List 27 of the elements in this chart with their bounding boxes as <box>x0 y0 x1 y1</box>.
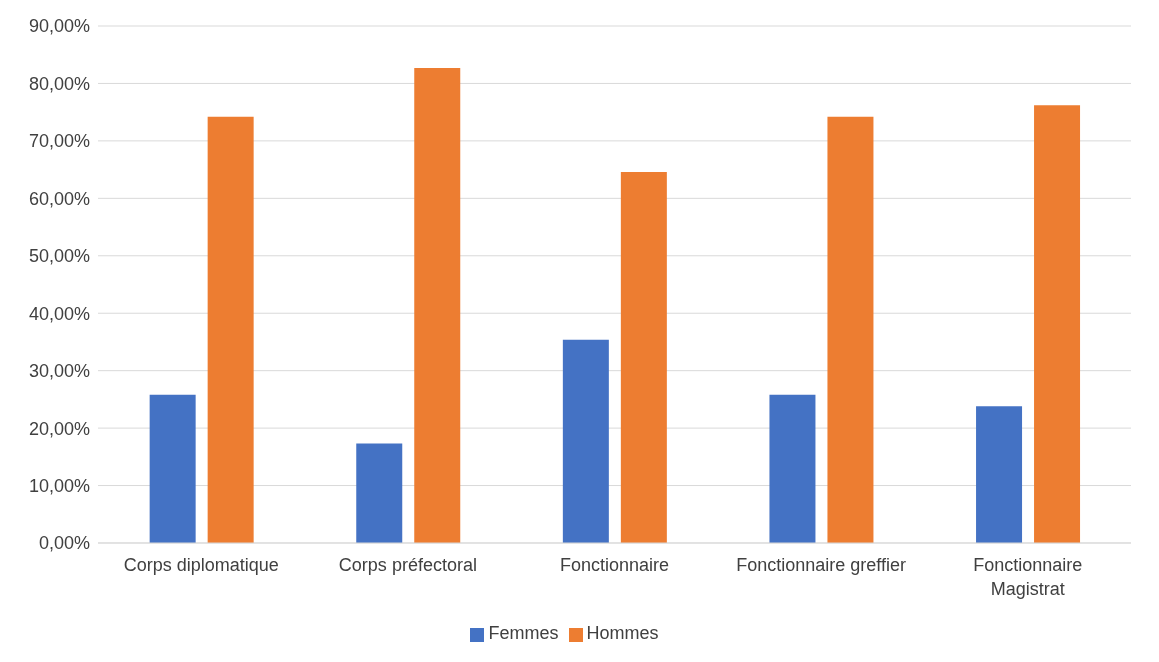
x-tick-label: Corps préfectoral <box>338 555 477 575</box>
y-tick-label: 30,00% <box>28 361 90 382</box>
y-tick-label: 90,00% <box>28 16 90 37</box>
y-tick-label: 60,00% <box>28 188 90 209</box>
bar <box>562 339 609 543</box>
bar <box>356 443 403 543</box>
x-tick-label: Fonctionnaire Magistrat <box>973 555 1083 599</box>
bar <box>827 116 874 543</box>
x-tick-label: Corps diplomatique <box>123 555 279 575</box>
y-tick-label: 0,00% <box>38 533 90 554</box>
y-tick-label: 80,00% <box>28 73 90 94</box>
bar <box>207 116 254 543</box>
y-tick-label: 40,00% <box>28 303 90 324</box>
bar <box>976 406 1023 543</box>
legend-label: Hommes <box>586 623 659 643</box>
bar <box>769 394 816 543</box>
x-tick-label: Fonctionnaire <box>559 555 670 575</box>
bar <box>149 394 196 543</box>
x-tick-label: Fonctionnaire greffier <box>736 555 906 575</box>
bar <box>1034 105 1081 543</box>
y-tick-label: 10,00% <box>28 475 90 496</box>
legend-label: Femmes <box>488 623 559 643</box>
bar <box>414 67 461 543</box>
bar <box>620 171 667 543</box>
y-tick-label: 50,00% <box>28 246 90 267</box>
y-tick-label: 20,00% <box>28 418 90 439</box>
y-tick-label: 70,00% <box>28 131 90 152</box>
